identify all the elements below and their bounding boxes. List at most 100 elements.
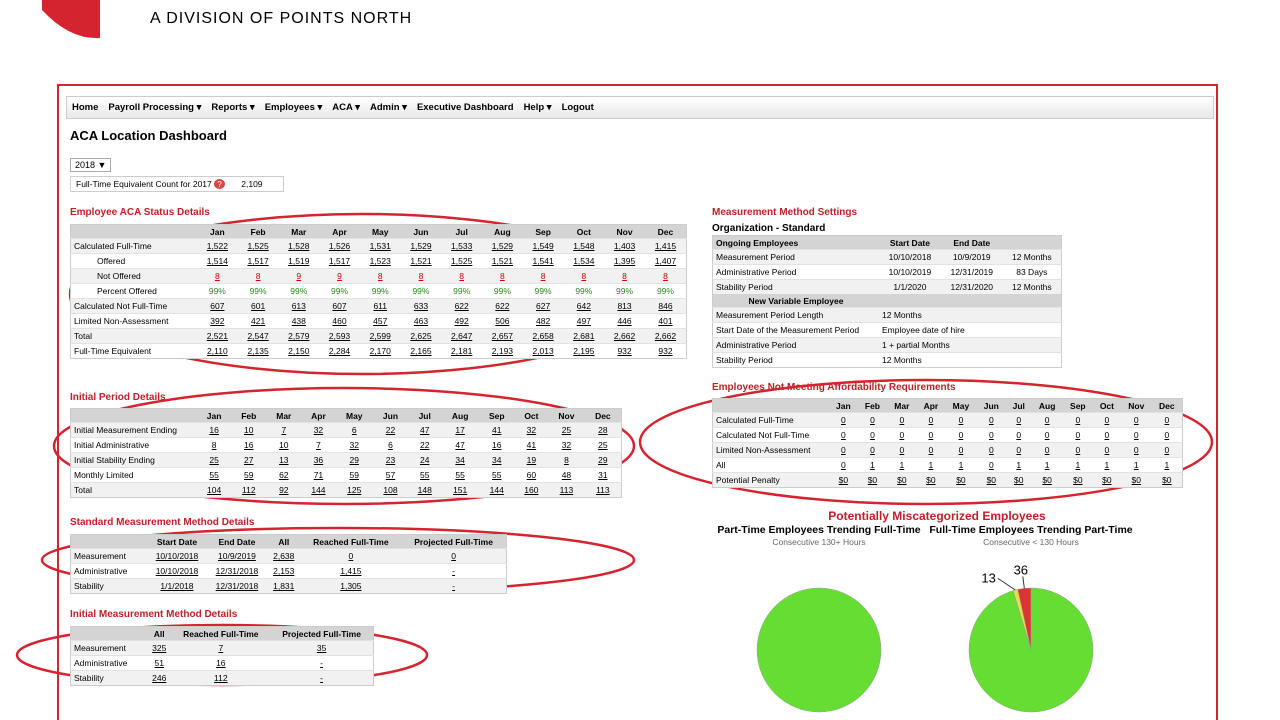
header-cell — [70, 408, 197, 423]
cell: 0 — [976, 427, 1007, 443]
nav-item[interactable]: Logout — [561, 102, 594, 113]
header-cell — [70, 224, 197, 239]
cell: 48 — [548, 467, 585, 483]
header-cell: Feb — [231, 408, 267, 423]
cell: 506 — [482, 313, 523, 329]
cell: 8 — [359, 268, 401, 284]
row: Initial Administrative 8 16 10 7 32 6 22 47 16 41 3… — [70, 437, 622, 453]
cell: 2,181 — [441, 343, 483, 359]
cell: 23 — [372, 452, 408, 468]
cell: Measurement — [70, 548, 147, 564]
cell: 10/10/2018 — [147, 563, 207, 579]
cell: 1/1/2020 — [879, 279, 941, 294]
cell: 2,170 — [359, 343, 401, 359]
nav-item[interactable]: Employees — [260, 102, 328, 113]
section-title: Standard Measurement Method Details — [70, 517, 255, 528]
cell: 16 — [231, 437, 267, 453]
cell: Administrative Period — [712, 264, 879, 280]
cell: 1,415 — [300, 563, 402, 579]
row: Administrative Period 10/10/2019 12/31/201… — [712, 264, 1062, 280]
table: All Reached Full-Time Projected Full-Time M… — [70, 626, 374, 686]
cell: 2,662 — [644, 328, 687, 344]
cell: 41 — [478, 422, 515, 438]
division: A DIVISION OF POINTS NORTH — [150, 10, 413, 27]
row: Not Offered 8 8 9 9 8 8 8 8 8 8 8 8 — [70, 268, 687, 284]
cell: Total — [70, 482, 197, 498]
cell: Initial Administrative — [70, 437, 197, 453]
header-cell — [1002, 235, 1062, 250]
year-select[interactable]: 2018 ▼ — [70, 158, 112, 172]
cell: 8 — [441, 268, 483, 284]
cell: 0 — [1092, 427, 1121, 443]
header-row: Jan Feb Mar Apr May Jun Jul Aug Sep Oct Nov Dec — [712, 398, 1183, 413]
nav-item[interactable]: Admin — [365, 102, 412, 113]
cell: 642 — [563, 298, 605, 314]
cell: 2,150 — [278, 343, 320, 359]
cell: 1,522 — [197, 238, 238, 254]
fte-label: Full-Time Equivalent Count for 2017 — [76, 179, 212, 189]
cell: 2,547 — [237, 328, 279, 344]
nav-item[interactable]: Reports — [206, 102, 259, 113]
header-cell: Apr — [301, 408, 336, 423]
row: Total 2,521 2,547 2,579 2,593 2,599 2,625 2,647… — [70, 328, 687, 344]
header-cell: Dec — [584, 408, 622, 423]
cell: 1 — [945, 457, 977, 473]
cell: 0 — [916, 427, 946, 443]
header-row: Jan Feb Mar Apr May Jun Jul Aug Sep Oct Nov Dec — [70, 408, 622, 423]
cell: 0 — [945, 427, 977, 443]
row: Measurement 10/10/2018 10/9/2019 2,638 0 0 — [70, 548, 507, 564]
cell: 627 — [522, 298, 564, 314]
cell: 1,549 — [522, 238, 564, 254]
header-cell: Reached Full-Time — [171, 626, 271, 641]
cell: $0 — [857, 472, 888, 488]
cell: 19 — [514, 452, 549, 468]
cell: Start Date of the Measurement Period — [712, 322, 879, 338]
cell: 1,529 — [400, 238, 442, 254]
header-cell: Jul — [1006, 398, 1032, 413]
row: Calculated Full-Time 1,522 1,525 1,528 1,526… — [70, 238, 687, 254]
cell: 12/31/2018 — [206, 578, 267, 594]
row: Stability 1/1/2018 12/31/2018 1,831 1,305- — [70, 578, 507, 594]
row: Calculated Not Full-Time 0 0 0 0 0 0 0 0 0 0 0 0 — [712, 427, 1183, 443]
cell: 0 — [976, 412, 1007, 428]
cell: Full-Time Equivalent — [70, 343, 197, 359]
cell: 421 — [237, 313, 279, 329]
cell: $0 — [976, 472, 1007, 488]
cell: 622 — [482, 298, 523, 314]
nav-item[interactable]: Home — [72, 102, 99, 113]
cell: 99% — [604, 283, 645, 299]
nav-item[interactable]: ACA — [327, 102, 365, 113]
cell: 60 — [514, 467, 549, 483]
cell: 8 — [644, 268, 687, 284]
cell: 35 — [270, 640, 374, 656]
cell: 0 — [976, 457, 1007, 473]
cell: $0 — [1031, 472, 1063, 488]
cell: 492 — [441, 313, 483, 329]
cell: 611 — [359, 298, 401, 314]
cell: Initial Stability Ending — [70, 452, 197, 468]
cell: 8 — [482, 268, 523, 284]
cell: 99% — [522, 283, 564, 299]
nav-item[interactable]: Help — [519, 102, 557, 113]
cell: 25 — [584, 437, 622, 453]
section-title: Measurement Method Settings — [712, 207, 858, 218]
cell: 47 — [407, 422, 442, 438]
nav-item[interactable]: Executive Dashboard — [416, 102, 514, 113]
cell: 2,681 — [563, 328, 605, 344]
row: Monthly Limited 55 59 62 71 59 57 55 55 55 60 48 31 — [70, 467, 622, 483]
cell: 99% — [237, 283, 279, 299]
row: Start Date of the Measurement Period Empl… — [712, 322, 1062, 338]
nav-item[interactable]: Payroll Processing — [103, 102, 206, 113]
row: Measurement Period Length 12 Months — [712, 307, 1062, 323]
cell: 112 — [231, 482, 267, 498]
cell: 10/9/2019 — [206, 548, 267, 564]
cell: 125 — [335, 482, 373, 498]
cell: 10/10/2019 — [879, 264, 941, 280]
row: Stability 246 112- — [70, 670, 374, 686]
cell: 601 — [237, 298, 279, 314]
header-cell: All — [266, 534, 301, 549]
cell: 148 — [407, 482, 442, 498]
row: Administrative 51 16- — [70, 655, 374, 671]
cell: 59 — [231, 467, 267, 483]
row: Full-Time Equivalent 2,110 2,135 2,150 2,284… — [70, 343, 687, 359]
